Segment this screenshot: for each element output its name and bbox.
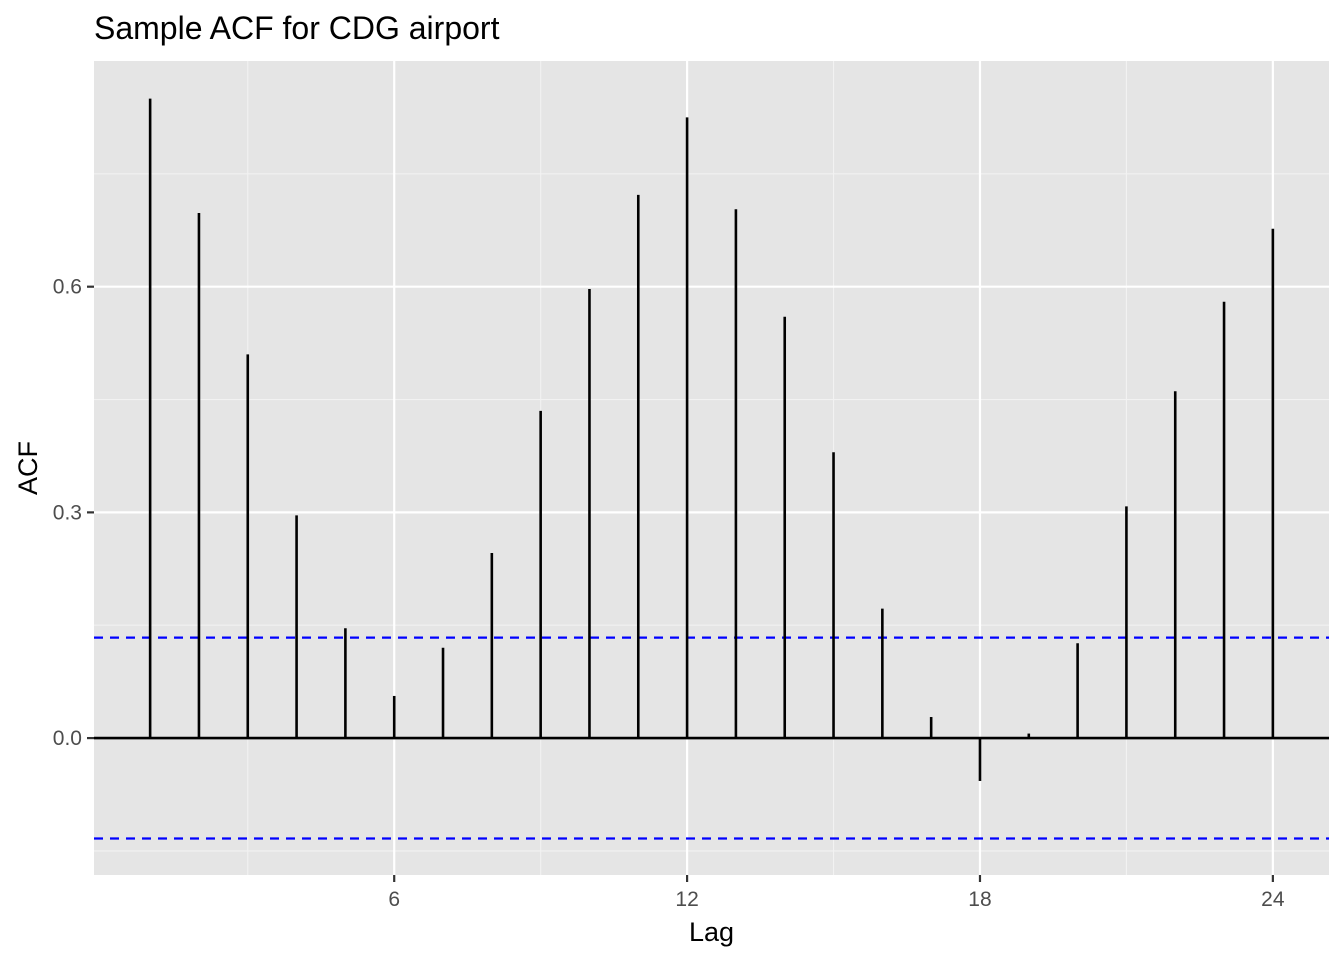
x-axis-title: Lag: [689, 917, 734, 947]
plot-panel: [94, 61, 1329, 875]
x-tick-label: 18: [968, 888, 991, 911]
chart-title: Sample ACF for CDG airport: [94, 10, 500, 46]
y-tick-label: 0.0: [53, 727, 82, 750]
x-tick-label: 24: [1261, 888, 1285, 911]
y-axis-title: ACF: [13, 441, 43, 495]
x-axis: 6 12 18 24: [388, 875, 1285, 911]
minor-gridlines: [94, 61, 1329, 875]
x-tick-label: 12: [675, 888, 698, 911]
x-tick-label: 6: [388, 888, 400, 911]
y-tick-label: 0.6: [53, 276, 82, 299]
confidence-bounds: [94, 636, 1329, 840]
acf-spikes: [148, 98, 1275, 781]
y-axis: 0.0 0.3 0.6: [53, 276, 94, 750]
y-tick-label: 0.3: [53, 501, 82, 524]
